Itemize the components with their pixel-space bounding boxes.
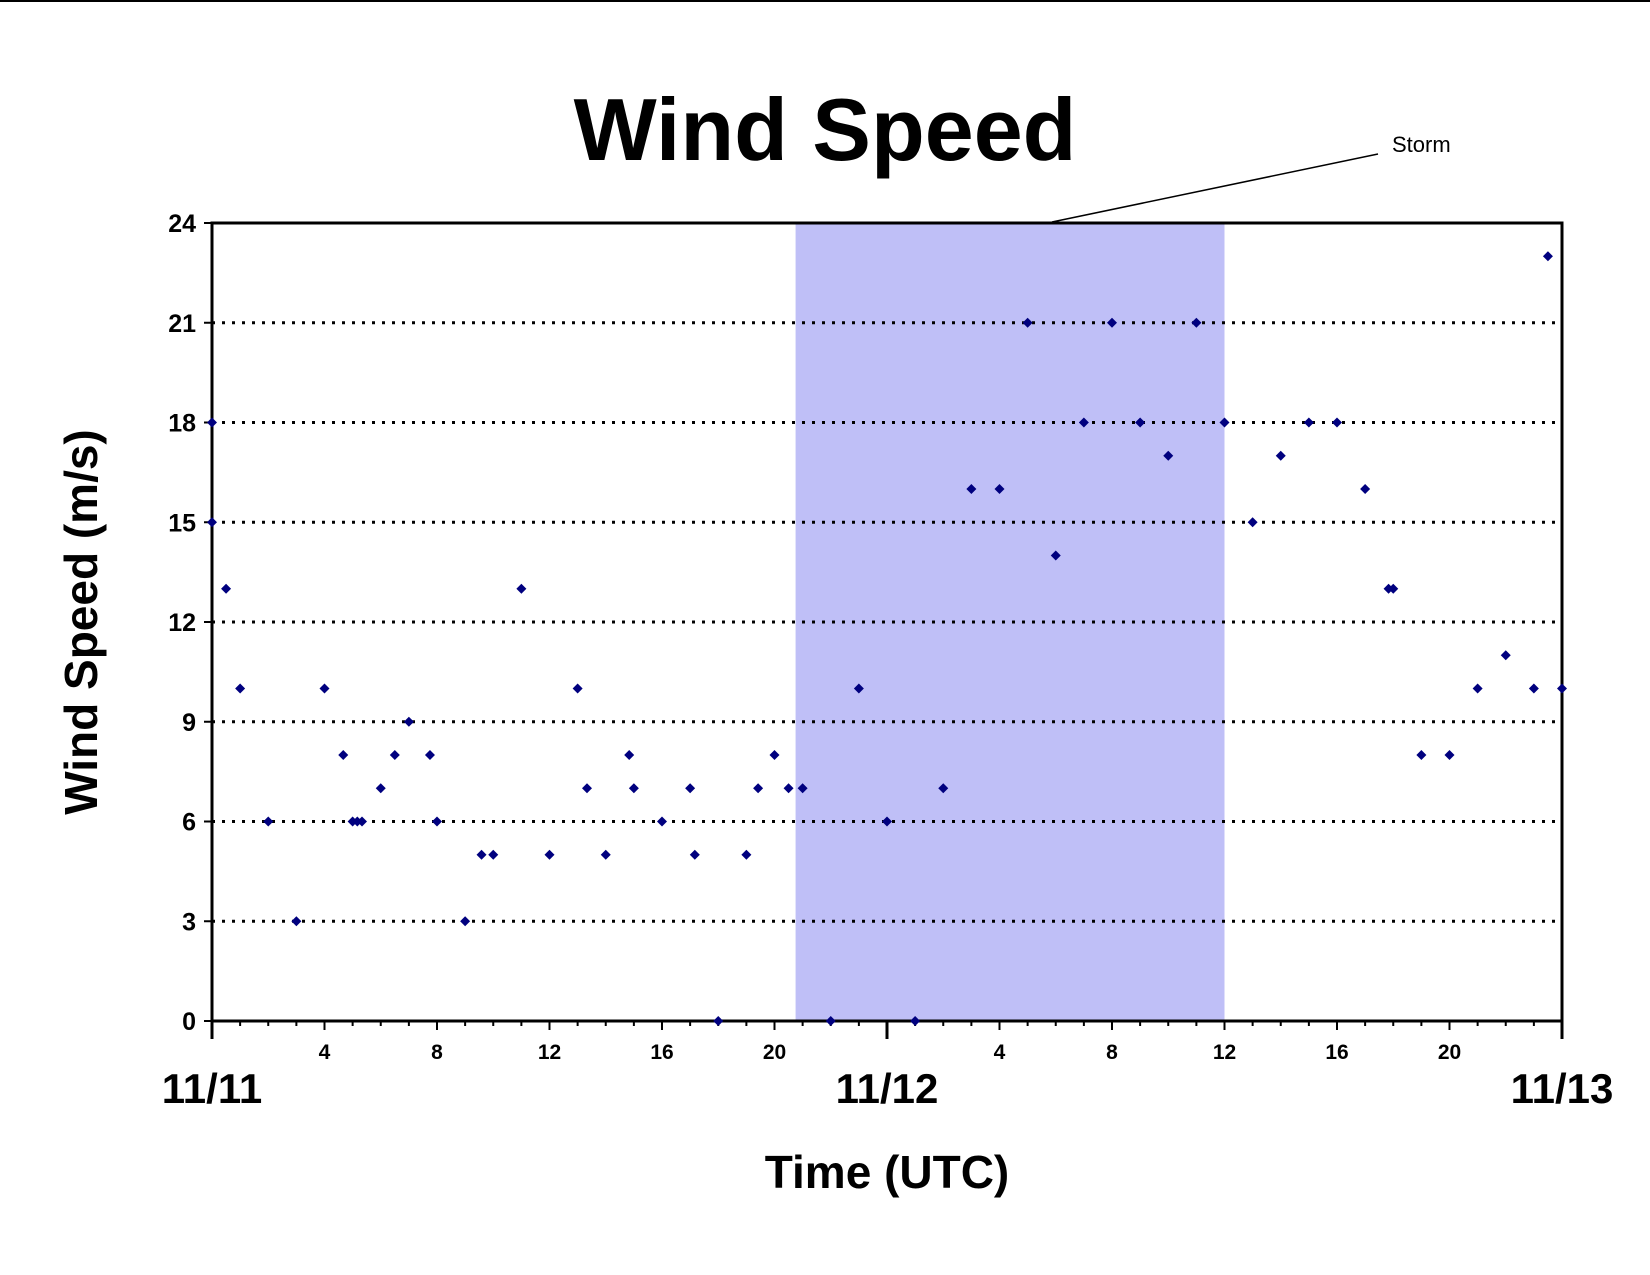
data-point	[460, 916, 471, 927]
ytick-label-18: 18	[168, 410, 196, 438]
data-point	[1191, 317, 1202, 328]
data-point	[713, 1016, 724, 1026]
ytick-label-15: 15	[168, 509, 196, 537]
storm-annotation-label: Storm	[1392, 132, 1451, 157]
ytick-label-6: 6	[182, 809, 196, 837]
data-point	[1542, 251, 1553, 262]
data-point	[403, 716, 414, 727]
data-point	[769, 750, 780, 760]
data-point	[207, 417, 217, 428]
xtick-label: 8	[1106, 1041, 1118, 1064]
y-axis-label: Wind Speed (m/s)	[55, 429, 107, 815]
data-point	[1360, 484, 1371, 494]
data-point	[1388, 583, 1399, 594]
xtick-label: 20	[763, 1041, 786, 1064]
data-point	[488, 849, 499, 860]
data-point	[375, 783, 386, 794]
data-point	[207, 517, 217, 528]
data-point	[1275, 450, 1286, 461]
ytick-label-3: 3	[182, 908, 196, 936]
data-point	[544, 849, 555, 860]
x-axis-label: Time (UTC)	[765, 1146, 1010, 1198]
data-point	[432, 816, 442, 827]
data-point	[1472, 683, 1483, 694]
data-point	[319, 683, 330, 694]
day-label-1: 11/12	[836, 1065, 939, 1112]
data-point	[291, 916, 302, 927]
xtick-label: 4	[994, 1041, 1006, 1064]
data-point	[1444, 750, 1455, 760]
data-point	[1050, 550, 1061, 561]
data-point	[424, 750, 435, 760]
data-point	[628, 783, 639, 794]
data-point	[657, 816, 667, 827]
xtick-label: 12	[538, 1041, 561, 1064]
data-point	[1416, 750, 1427, 760]
data-point	[1557, 683, 1567, 694]
data-point	[1500, 650, 1511, 661]
data-point	[221, 583, 232, 594]
data-point	[689, 849, 700, 860]
ytick-label-12: 12	[168, 609, 196, 637]
ytick-label-21: 21	[168, 310, 196, 338]
day-label-2: 11/13	[1511, 1065, 1614, 1112]
data-point	[516, 583, 527, 594]
storm-annotation-leader	[1051, 153, 1379, 223]
ytick-label-0: 0	[182, 1008, 196, 1036]
xtick-label: 16	[650, 1041, 673, 1064]
data-point	[797, 783, 808, 794]
xtick-label: 20	[1438, 1041, 1461, 1064]
data-point	[357, 816, 367, 827]
ytick-label-9: 9	[182, 709, 196, 737]
data-point	[1528, 683, 1539, 694]
data-point	[938, 783, 949, 794]
data-point	[685, 783, 696, 794]
chart-title: Wind Speed	[574, 80, 1077, 179]
data-point	[263, 816, 274, 827]
data-point	[882, 816, 892, 827]
xtick-label: 4	[319, 1041, 331, 1064]
data-point	[741, 849, 752, 860]
data-point	[476, 849, 487, 860]
day-label-0: 11/11	[162, 1065, 262, 1112]
xtick-label: 16	[1325, 1041, 1348, 1064]
data-point	[1303, 417, 1314, 428]
xtick-label: 8	[431, 1041, 443, 1064]
xtick-label: 12	[1213, 1041, 1236, 1064]
data-point	[994, 484, 1005, 494]
data-point	[783, 783, 794, 794]
data-point	[389, 750, 400, 760]
data-point	[1219, 417, 1230, 428]
data-point	[338, 750, 349, 760]
data-point	[753, 783, 764, 794]
top-border-line	[0, 0, 1650, 2]
data-point	[572, 683, 583, 694]
data-point	[582, 783, 592, 794]
data-point	[853, 683, 864, 694]
data-point	[910, 1016, 921, 1026]
data-point	[235, 683, 246, 694]
data-point	[624, 750, 635, 760]
data-point	[1247, 517, 1258, 528]
data-point	[1022, 317, 1033, 328]
data-point	[1163, 450, 1174, 461]
data-point	[600, 849, 611, 860]
data-point	[1135, 417, 1146, 428]
ytick-label-24: 24	[168, 210, 196, 238]
data-point	[966, 484, 977, 494]
data-point	[1332, 417, 1342, 428]
data-point	[1078, 417, 1089, 428]
storm-shaded-region	[795, 223, 1225, 1021]
data-point	[825, 1016, 836, 1026]
data-point	[1107, 317, 1117, 328]
